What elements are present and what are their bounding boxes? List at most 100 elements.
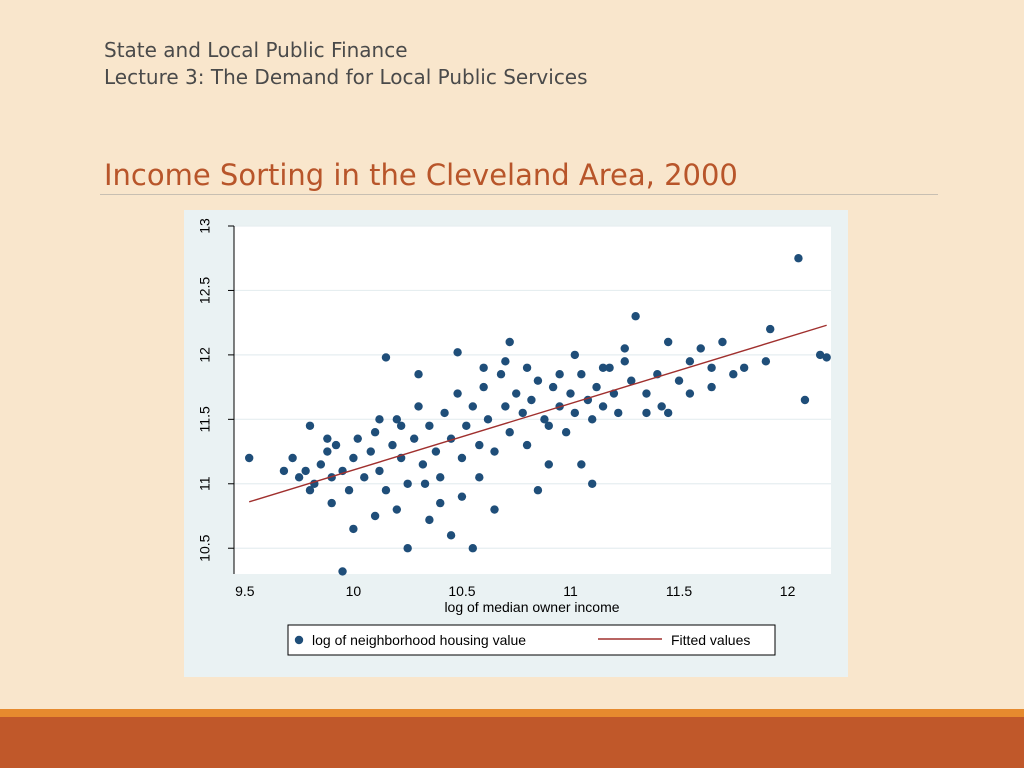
data-point-52	[561, 428, 571, 437]
data-point-62	[614, 408, 623, 418]
data-point-95	[533, 486, 543, 495]
data-point-40	[496, 370, 506, 379]
data-point-103	[436, 498, 445, 508]
data-point-0	[244, 453, 254, 463]
data-point-99	[370, 511, 380, 521]
data-point-106	[420, 479, 430, 488]
data-point-87	[338, 567, 347, 576]
data-point-36	[475, 440, 484, 450]
y-tick-label-1: 11	[197, 476, 213, 491]
footer-stripe	[0, 709, 1024, 717]
data-point-112	[522, 363, 532, 372]
data-point-119	[707, 382, 716, 392]
data-point-60	[605, 363, 614, 372]
data-point-79	[794, 254, 803, 263]
data-point-50	[548, 382, 558, 392]
data-point-114	[598, 363, 608, 372]
data-point-8	[323, 447, 332, 456]
legend-box	[287, 624, 776, 656]
data-point-113	[555, 370, 564, 379]
data-point-100	[349, 524, 358, 534]
data-point-39	[490, 447, 499, 456]
data-point-91	[479, 363, 488, 372]
data-point-18	[375, 466, 384, 476]
data-point-72	[696, 344, 705, 353]
data-point-118	[685, 389, 695, 398]
data-point-43	[512, 389, 521, 398]
data-point-68	[657, 402, 666, 411]
data-point-75	[729, 370, 738, 379]
data-point-86	[570, 350, 580, 360]
data-point-44	[518, 408, 527, 418]
data-point-66	[642, 389, 651, 398]
data-point-104	[392, 505, 402, 514]
scatter-chart: 10.5 11 11.5 12 12.5 13 9.5 10 10.5 11 11.5 12 log…	[197, 218, 831, 656]
data-point-90	[414, 370, 423, 379]
data-point-102	[457, 492, 467, 501]
legend-point-marker	[294, 635, 304, 645]
data-point-46	[527, 395, 536, 405]
data-point-88	[403, 544, 412, 553]
legend-label-fitted: Fitted values	[671, 632, 750, 648]
y-tick-label-4: 12.5	[197, 277, 213, 304]
data-point-107	[396, 421, 406, 430]
legend-label-points: log of neighborhood housing value	[312, 632, 526, 648]
data-point-32	[453, 389, 462, 398]
data-point-48	[540, 415, 549, 424]
data-point-12	[344, 486, 354, 495]
data-point-29	[436, 473, 445, 482]
y-tick-label-0: 10.5	[197, 534, 213, 561]
data-point-3	[294, 473, 304, 482]
data-point-97	[446, 531, 456, 540]
data-point-73	[707, 363, 716, 372]
lecture-title: Lecture 3: The Demand for Local Public S…	[104, 65, 588, 89]
data-point-96	[490, 505, 499, 514]
data-point-98	[425, 515, 434, 525]
fitted-line	[248, 324, 827, 503]
data-point-45	[522, 440, 532, 450]
x-tick-label-4: 11.5	[666, 583, 692, 599]
data-point-2	[288, 453, 297, 463]
data-point-30	[440, 408, 449, 418]
data-point-10	[331, 440, 341, 450]
y-axis-ticks: 10.5 11 11.5 12 12.5 13	[197, 218, 234, 562]
data-point-34	[462, 421, 471, 430]
data-point-110	[305, 421, 315, 430]
data-point-83	[381, 353, 391, 362]
data-point-47	[533, 376, 543, 385]
data-point-92	[544, 460, 553, 469]
data-point-85	[505, 337, 514, 347]
title-divider	[100, 194, 938, 195]
data-point-89	[468, 544, 477, 553]
data-point-38	[483, 415, 493, 424]
data-point-82	[822, 353, 831, 362]
data-point-25	[414, 402, 423, 411]
legend: log of neighborhood housing value Fitted…	[287, 624, 776, 656]
data-point-78	[766, 324, 775, 334]
data-point-14	[353, 434, 362, 443]
x-tick-label-3: 11	[563, 583, 578, 599]
data-point-20	[388, 440, 397, 450]
x-tick-label-1: 10	[346, 583, 362, 599]
data-point-74	[718, 337, 727, 347]
x-tick-label-0: 9.5	[235, 583, 255, 599]
data-point-93	[577, 460, 586, 469]
data-point-7	[316, 460, 326, 469]
data-point-71	[685, 357, 695, 366]
data-point-13	[349, 453, 358, 463]
x-tick-label-5: 12	[780, 583, 796, 599]
data-point-64	[627, 376, 636, 385]
footer-bar	[0, 717, 1024, 768]
data-point-117	[663, 408, 673, 418]
data-point-76	[739, 363, 749, 372]
data-point-108	[375, 415, 384, 424]
data-point-65	[631, 312, 640, 321]
chart-panel: 10.5 11 11.5 12 12.5 13 9.5 10 10.5 11 11.5 12 log…	[184, 210, 848, 677]
grid-lines	[234, 225, 831, 549]
data-point-59	[598, 402, 608, 411]
data-point-42	[505, 428, 514, 437]
y-tick-label-3: 12	[197, 347, 213, 363]
data-point-57	[588, 415, 597, 424]
y-tick-label-2: 11.5	[197, 406, 213, 432]
data-point-5	[305, 486, 315, 495]
